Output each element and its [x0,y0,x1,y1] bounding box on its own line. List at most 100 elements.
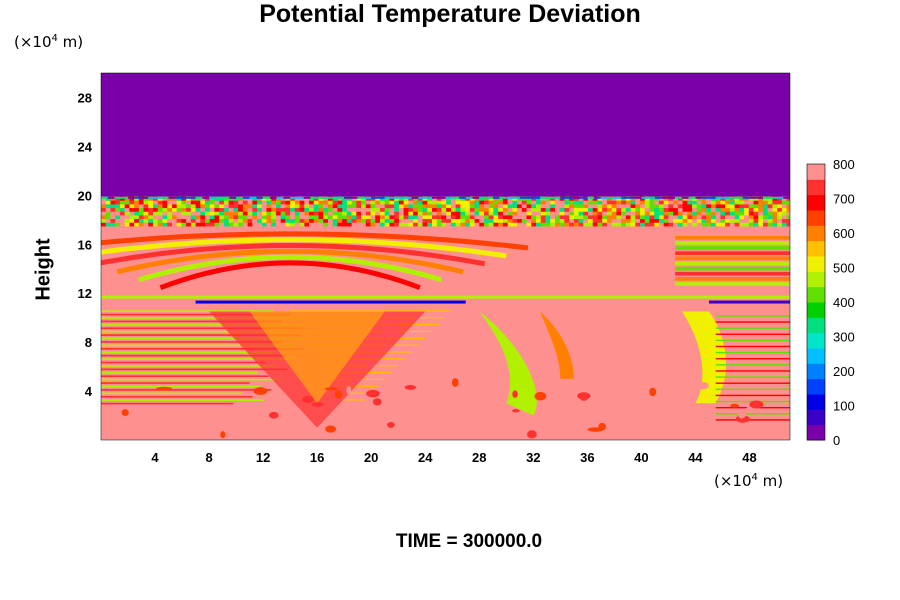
band-cell [777,200,784,205]
band-cell [190,211,197,216]
band-cell [446,222,453,227]
band-cell [592,200,599,205]
interface-cell [594,196,601,199]
interface-cell [357,196,365,199]
interface-cell [418,196,426,199]
interface-cell [101,196,108,199]
band-cell [484,207,491,212]
band-cell [658,211,666,216]
y-tick-label: 24 [78,139,93,154]
band-cell [205,222,212,227]
band-cell [583,222,590,227]
band-cell [242,200,249,205]
band-cell [138,203,145,209]
band-cell [327,203,335,209]
band-cell [119,222,126,227]
band-cell [493,211,500,216]
interface-cell [486,196,493,199]
band-cell [143,214,150,220]
band-cell [242,211,249,216]
x-tick-label: 16 [310,450,324,465]
band-cell [630,207,637,212]
band-cell [441,203,448,209]
band-cell [758,222,765,227]
interface-cell [783,196,790,199]
band-cell [313,222,320,227]
band-cell [219,207,226,212]
band-cell [630,218,637,223]
band-cell [252,214,259,220]
band-cell [450,203,457,209]
band-cell [101,218,108,223]
band-cell [517,211,524,216]
band-cell [550,200,557,205]
band-cell [545,203,552,209]
band-cell [521,214,528,220]
band-cell [304,222,311,227]
band-cell [337,203,344,209]
band-cell [398,218,405,223]
band-cell [781,211,788,216]
band-cell [640,222,647,227]
right-band [675,246,790,250]
band-cell [706,214,713,220]
band-cell [715,203,722,209]
band-cell [176,207,183,212]
band-cell [171,207,179,212]
band-cell [488,200,495,205]
band-cell [748,211,755,216]
band-cell [668,207,675,212]
band-cell [351,207,358,212]
band-cell [701,203,708,209]
band-cell [744,203,751,209]
band-cell [181,214,188,220]
band-cell [706,203,713,209]
band-cell [427,222,434,227]
band-cell [413,218,420,223]
blob [220,431,226,439]
interface-cell [614,196,622,199]
band-cell [271,200,278,205]
blob [302,395,314,404]
band-cell [162,207,169,212]
band-cell [134,211,141,216]
band-cell [384,203,391,209]
interface-cell [431,196,439,199]
band-cell [682,211,689,216]
band-cell [167,200,174,205]
band-cell [408,200,415,205]
band-cell [299,200,306,205]
band-cell [673,218,680,223]
band-cell [257,222,264,227]
arc-band [116,248,464,275]
band-cell [720,218,727,223]
band-cell [658,203,666,209]
band-cell [545,214,552,220]
band-cell [479,207,486,212]
colorbar-tick-label: 800 [833,157,855,172]
band-cell [654,222,661,227]
band-cell [668,214,675,220]
band-cell [663,222,670,227]
band-cell [318,222,325,227]
band-cell [502,214,509,220]
band-cell [417,211,424,216]
band-cell [720,214,727,220]
interface-cell [269,196,277,199]
band-cell [110,203,117,209]
band-cell [242,207,249,212]
band-cell [417,200,424,205]
band-cell [384,214,391,220]
band-cell [134,207,141,212]
x-tick-label: 40 [634,450,648,465]
band-cell [469,222,476,227]
band-cell [502,207,509,212]
stripe [101,389,272,391]
band-cell [550,211,557,216]
band-cell [479,222,486,227]
band-cell [583,207,590,212]
band-cell [474,218,481,223]
band-cell [398,214,405,220]
interface-cell [384,196,392,199]
interface-cell [215,196,223,199]
